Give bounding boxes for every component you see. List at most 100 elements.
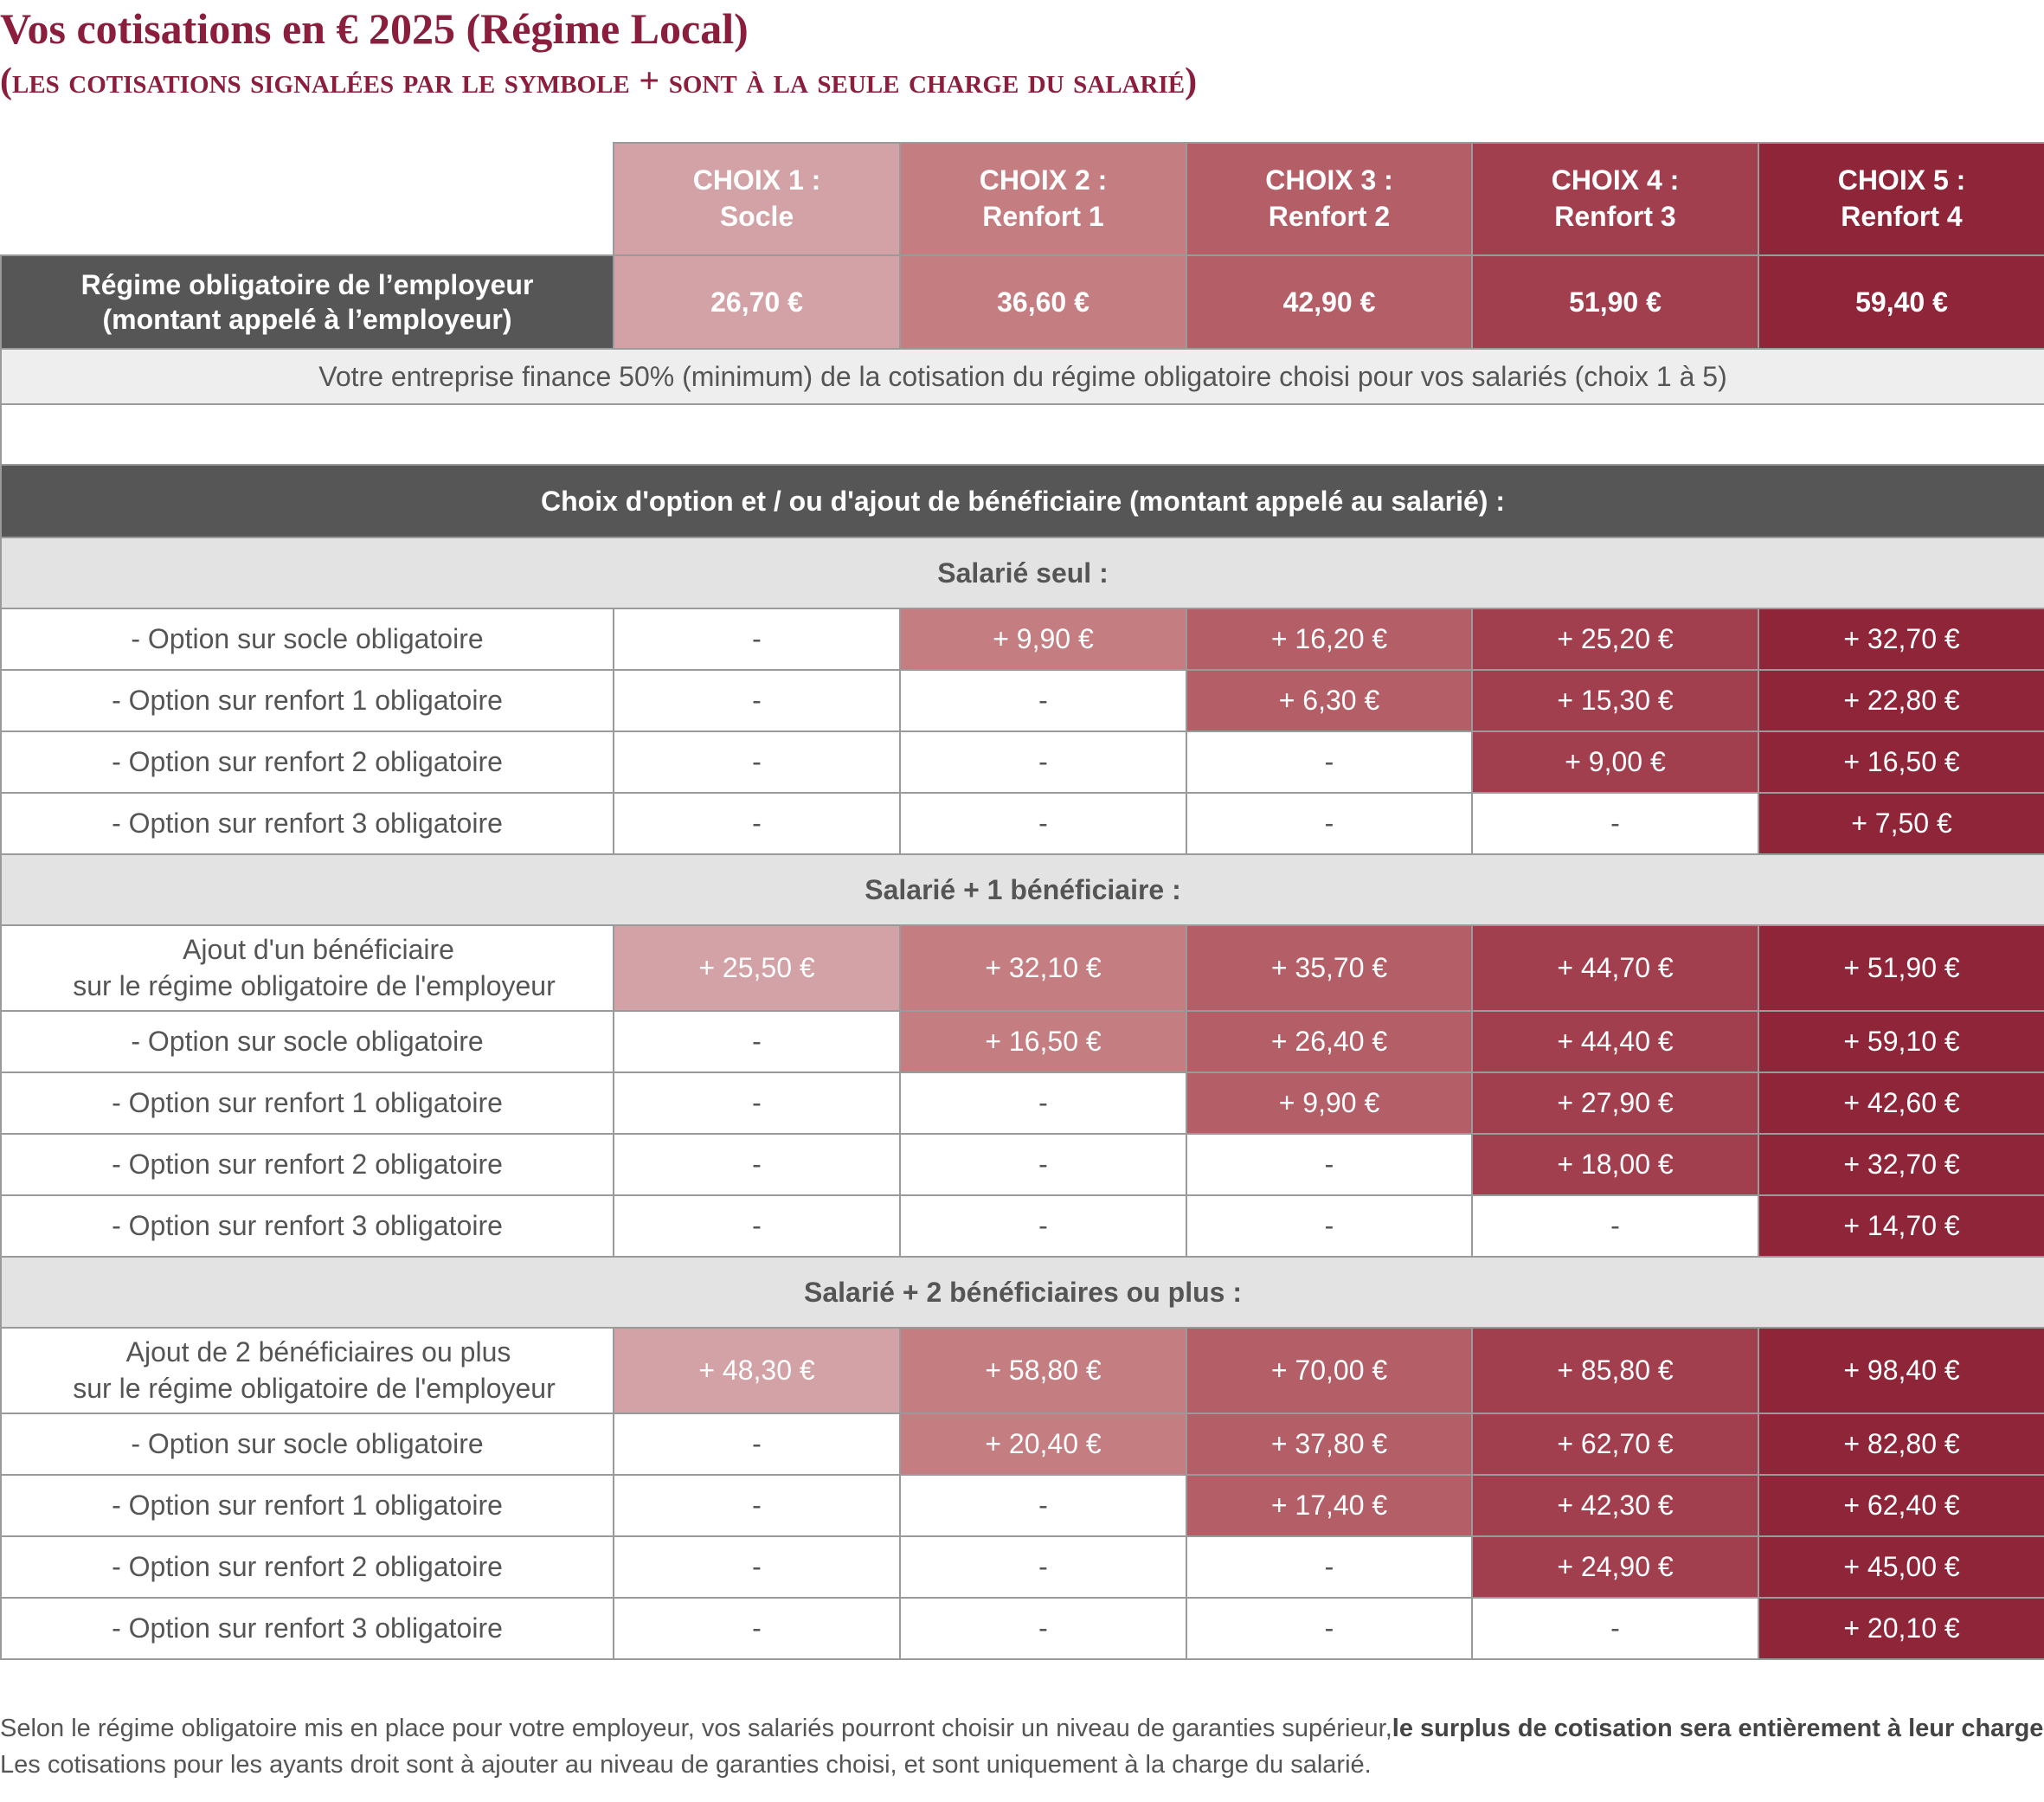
cotisations-table: CHOIX 1 : Socle CHOIX 2 : Renfort 1 CHOIX … [0, 142, 2044, 1660]
option-value: + 45,00 € [1758, 1535, 2044, 1599]
spacer-cell [0, 403, 2044, 466]
employer-row: Régime obligatoire de l’employeur (montan… [0, 254, 2044, 350]
add-beneficiary-value: + 35,70 € [1186, 924, 1473, 1012]
empty-value: - [899, 730, 1187, 794]
option-value: + 9,90 € [899, 608, 1187, 671]
add-beneficiary-value: + 51,90 € [1758, 924, 2044, 1012]
add-beneficiary-label-line-2: sur le régime obligatoire de l'employeur [73, 969, 556, 1001]
add-beneficiary-label: Ajout d'un bénéficiaire sur le régime obl… [0, 924, 614, 1012]
option-value: + 37,80 € [1186, 1413, 1473, 1476]
choices-header-row: CHOIX 1 : Socle CHOIX 2 : Renfort 1 CHOIX … [0, 142, 2044, 256]
option-label: - Option sur socle obligatoire [0, 1413, 614, 1476]
option-label: - Option sur socle obligatoire [0, 608, 614, 671]
option-value: + 17,40 € [1186, 1474, 1473, 1537]
footnote-line-2: Les cotisations pour les ayants droit so… [0, 1751, 1372, 1779]
option-value: + 20,40 € [899, 1413, 1187, 1476]
empty-value: - [899, 1535, 1187, 1599]
option-row: - Option sur renfort 3 obligatoire - - - - + … [0, 1194, 2044, 1258]
choice-4-header: CHOIX 4 : Renfort 3 [1471, 142, 1759, 256]
empty-value: - [613, 669, 901, 732]
option-header: Choix d'option et / ou d'ajout de bénéfi… [0, 464, 2044, 538]
footnote-bold-text: le surplus de cotisation sera entièremen… [1392, 1715, 2044, 1742]
group-header-row: Salarié seul : [0, 537, 2044, 609]
add-beneficiary-label: Ajout de 2 bénéficiaires ou plus sur le r… [0, 1327, 614, 1414]
employer-label: Régime obligatoire de l’employeur (montan… [0, 254, 614, 350]
add-beneficiary-value: + 32,10 € [899, 924, 1187, 1012]
add-beneficiary-value: + 85,80 € [1471, 1327, 1759, 1414]
option-row: - Option sur socle obligatoire - + 9,90 € +… [0, 608, 2044, 671]
option-label: - Option sur renfort 3 obligatoire [0, 1194, 614, 1258]
group-title: Salarié seul : [0, 537, 2044, 609]
page-subtitle: (les cotisations signalées par le symbol… [0, 61, 1198, 101]
empty-value: - [1186, 1535, 1473, 1599]
page-title: Vos cotisations en € 2025 (Régime Local) [0, 4, 749, 53]
choice-2-header: CHOIX 2 : Renfort 1 [899, 142, 1187, 256]
add-beneficiary-label-line-1: Ajout d'un bénéficiaire [183, 933, 454, 965]
empty-value: - [1186, 1133, 1473, 1196]
empty-value: - [613, 1535, 901, 1599]
option-row: - Option sur renfort 1 obligatoire - - + 6,… [0, 669, 2044, 732]
option-value: + 27,90 € [1471, 1072, 1759, 1135]
empty-value: - [1186, 730, 1473, 794]
empty-value: - [613, 792, 901, 855]
option-value: + 20,10 € [1758, 1597, 2044, 1660]
option-value: + 9,90 € [1186, 1072, 1473, 1135]
option-value: + 7,50 € [1758, 792, 2044, 855]
option-label: - Option sur renfort 1 obligatoire [0, 1072, 614, 1135]
option-label: - Option sur socle obligatoire [0, 1010, 614, 1073]
empty-value: - [613, 1133, 901, 1196]
empty-value: - [1186, 1597, 1473, 1660]
add-beneficiary-row: Ajout d'un bénéficiaire sur le régime obl… [0, 924, 2044, 1012]
choice-5-header: CHOIX 5 : Renfort 4 [1758, 142, 2044, 256]
empty-value: - [613, 1413, 901, 1476]
option-row: - Option sur renfort 1 obligatoire - - + 17… [0, 1474, 2044, 1537]
add-beneficiary-value: + 48,30 € [613, 1327, 901, 1414]
empty-value: - [899, 1597, 1187, 1660]
option-row: - Option sur renfort 3 obligatoire - - - - + … [0, 792, 2044, 855]
group-title: Salarié + 1 bénéficiaire : [0, 853, 2044, 926]
empty-value: - [1471, 1194, 1759, 1258]
option-value: + 62,70 € [1471, 1413, 1759, 1476]
empty-value: - [1471, 792, 1759, 855]
empty-value: - [899, 1072, 1187, 1135]
option-value: + 26,40 € [1186, 1010, 1473, 1073]
option-row: - Option sur socle obligatoire - + 16,50 €… [0, 1010, 2044, 1073]
option-label: - Option sur renfort 1 obligatoire [0, 669, 614, 732]
option-value: + 32,70 € [1758, 1133, 2044, 1196]
header-blank-cell [0, 142, 614, 256]
option-value: + 59,10 € [1758, 1010, 2044, 1073]
empty-value: - [899, 669, 1187, 732]
footnote-line-1: Selon le régime obligatoire mis en place… [0, 1710, 2044, 1747]
empty-value: - [613, 1072, 901, 1135]
option-value: + 62,40 € [1758, 1474, 2044, 1537]
option-value: + 82,80 € [1758, 1413, 2044, 1476]
option-row: - Option sur socle obligatoire - + 20,40 €… [0, 1413, 2044, 1476]
option-value: + 22,80 € [1758, 669, 2044, 732]
option-value: + 44,40 € [1471, 1010, 1759, 1073]
option-value: + 16,50 € [899, 1010, 1187, 1073]
option-row: - Option sur renfort 2 obligatoire - - - + 9… [0, 730, 2044, 794]
empty-value: - [613, 1010, 901, 1073]
empty-value: - [899, 792, 1187, 855]
employer-value: 26,70 € [613, 254, 901, 350]
option-row: - Option sur renfort 2 obligatoire - - - + 1… [0, 1133, 2044, 1196]
group-header-row: Salarié + 2 bénéficiaires ou plus : [0, 1256, 2044, 1329]
option-value: + 25,20 € [1471, 608, 1759, 671]
group-header-row: Salarié + 1 bénéficiaire : [0, 853, 2044, 926]
option-value: + 16,20 € [1186, 608, 1473, 671]
option-value: + 42,60 € [1758, 1072, 2044, 1135]
employer-value: 59,40 € [1758, 254, 2044, 350]
option-row: - Option sur renfort 1 obligatoire - - + 9,… [0, 1072, 2044, 1135]
empty-value: - [899, 1474, 1187, 1537]
empty-value: - [1186, 792, 1473, 855]
option-label: - Option sur renfort 2 obligatoire [0, 730, 614, 794]
add-beneficiary-value: + 25,50 € [613, 924, 901, 1012]
note-row: Votre entreprise finance 50% (minimum) d… [0, 348, 2044, 405]
choice-3-header: CHOIX 3 : Renfort 2 [1186, 142, 1473, 256]
add-beneficiary-value: + 58,80 € [899, 1327, 1187, 1414]
option-value: + 14,70 € [1758, 1194, 2044, 1258]
option-label: - Option sur renfort 3 obligatoire [0, 792, 614, 855]
empty-value: - [899, 1194, 1187, 1258]
employer-value: 36,60 € [899, 254, 1187, 350]
option-value: + 24,90 € [1471, 1535, 1759, 1599]
